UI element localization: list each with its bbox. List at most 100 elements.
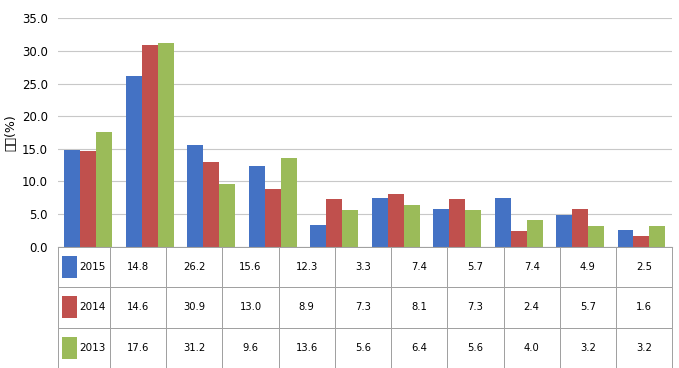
Bar (62, 337, 77, 359)
Bar (278, 328, 335, 368)
Bar (310, 225, 326, 247)
Text: 4.9: 4.9 (580, 262, 595, 272)
Bar (335, 328, 391, 368)
Bar (62, 256, 77, 278)
Bar (223, 247, 278, 287)
Text: 31.2: 31.2 (183, 343, 206, 353)
Bar (166, 247, 223, 287)
Bar (58, 247, 110, 287)
Text: 9.6: 9.6 (242, 343, 259, 353)
Bar (388, 194, 404, 247)
Bar (219, 184, 236, 247)
Bar (223, 287, 278, 328)
Bar (223, 328, 278, 368)
Bar (527, 220, 543, 247)
Text: 7.4: 7.4 (411, 262, 427, 272)
Bar (126, 76, 142, 247)
Y-axis label: 빈도(%): 빈도(%) (5, 114, 18, 151)
Bar (616, 247, 672, 287)
Text: 15.6: 15.6 (239, 262, 261, 272)
Bar (391, 328, 447, 368)
Bar (504, 247, 559, 287)
Bar (650, 226, 665, 247)
Text: 4.0: 4.0 (524, 343, 540, 353)
Bar (556, 215, 572, 247)
Bar (559, 247, 616, 287)
Text: 2.5: 2.5 (636, 262, 652, 272)
Bar (278, 247, 335, 287)
Bar (447, 247, 504, 287)
Bar (62, 296, 77, 318)
Bar (504, 287, 559, 328)
Text: 8.9: 8.9 (299, 302, 314, 312)
Bar (187, 145, 203, 247)
Bar (616, 328, 672, 368)
Bar (326, 199, 342, 247)
Bar (465, 210, 481, 247)
Bar (110, 247, 166, 287)
Bar (203, 162, 219, 247)
Bar (511, 231, 527, 247)
Text: 2015: 2015 (79, 262, 106, 272)
Text: 14.6: 14.6 (127, 302, 149, 312)
Text: 5.6: 5.6 (467, 343, 483, 353)
Text: 3.2: 3.2 (580, 343, 595, 353)
Bar (504, 328, 559, 368)
Bar (449, 199, 465, 247)
Bar (371, 198, 388, 247)
Text: 5.7: 5.7 (467, 262, 483, 272)
Bar (572, 209, 588, 247)
Bar (281, 158, 297, 247)
Text: 13.0: 13.0 (240, 302, 261, 312)
Bar (265, 188, 281, 247)
Text: 5.7: 5.7 (580, 302, 596, 312)
Bar (58, 328, 110, 368)
Bar (142, 45, 158, 247)
Text: 7.4: 7.4 (524, 262, 540, 272)
Bar (559, 328, 616, 368)
Bar (391, 247, 447, 287)
Text: 12.3: 12.3 (295, 262, 318, 272)
Bar (58, 287, 110, 328)
Text: 26.2: 26.2 (183, 262, 206, 272)
Text: 7.3: 7.3 (355, 302, 371, 312)
Text: 5.6: 5.6 (355, 343, 371, 353)
Bar (404, 205, 420, 247)
Bar (249, 166, 265, 247)
Bar (96, 132, 113, 247)
Bar (634, 236, 650, 247)
Bar (166, 287, 223, 328)
Bar (588, 226, 604, 247)
Bar (447, 328, 504, 368)
Text: 2014: 2014 (79, 302, 106, 312)
Text: 6.4: 6.4 (411, 343, 427, 353)
Bar (110, 328, 166, 368)
Bar (617, 230, 634, 247)
Bar (80, 151, 96, 247)
Bar (335, 247, 391, 287)
Bar (158, 43, 174, 247)
Bar (278, 287, 335, 328)
Text: 7.3: 7.3 (467, 302, 483, 312)
Text: 13.6: 13.6 (295, 343, 318, 353)
Bar (559, 287, 616, 328)
Text: 3.2: 3.2 (636, 343, 652, 353)
Text: 2.4: 2.4 (524, 302, 540, 312)
Text: 8.1: 8.1 (411, 302, 427, 312)
Text: 14.8: 14.8 (127, 262, 149, 272)
Bar (391, 287, 447, 328)
Bar (166, 328, 223, 368)
Text: 1.6: 1.6 (636, 302, 652, 312)
Bar (447, 287, 504, 328)
Text: 17.6: 17.6 (127, 343, 149, 353)
Bar (342, 210, 359, 247)
Bar (433, 209, 449, 247)
Bar (110, 287, 166, 328)
Text: 2013: 2013 (79, 343, 106, 353)
Bar (616, 287, 672, 328)
Text: 30.9: 30.9 (183, 302, 205, 312)
Text: 3.3: 3.3 (355, 262, 371, 272)
Bar (65, 150, 80, 247)
Bar (494, 198, 511, 247)
Bar (335, 287, 391, 328)
